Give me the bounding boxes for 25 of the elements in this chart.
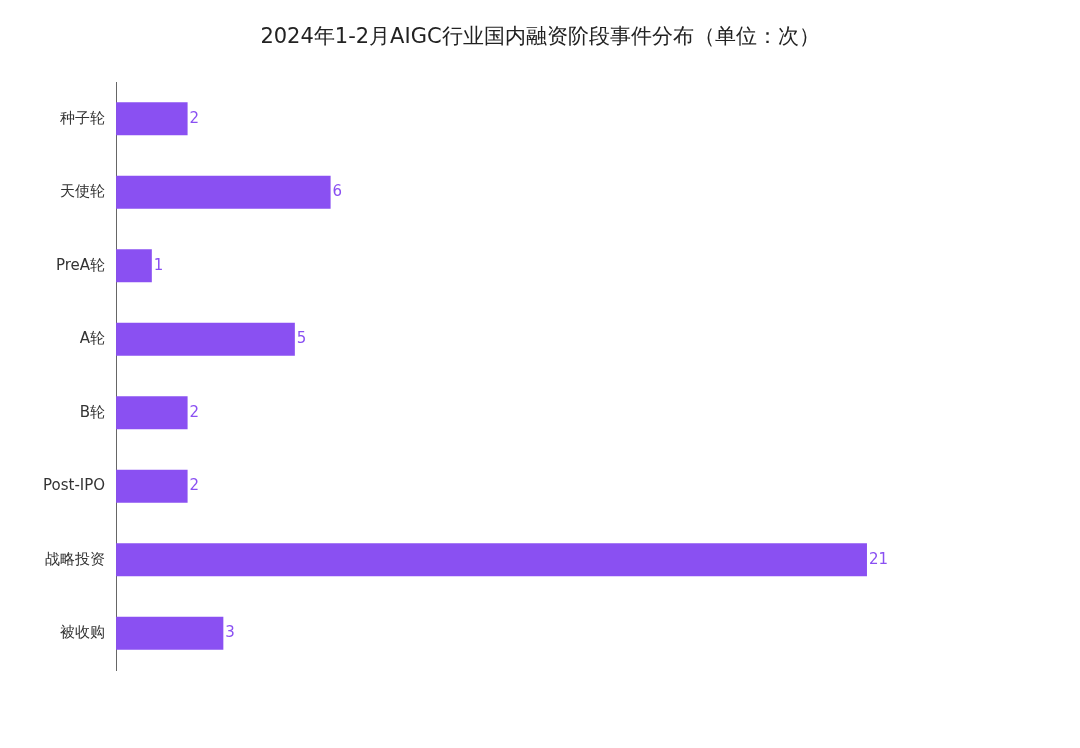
y-tick-label: 被收购 — [60, 623, 106, 642]
bar — [116, 469, 188, 503]
data-label: 6 — [332, 182, 343, 201]
y-tick-label: 种子轮 — [60, 108, 106, 127]
bar — [116, 396, 188, 430]
bar — [116, 616, 224, 650]
bar — [116, 543, 867, 577]
data-label: 1 — [153, 255, 164, 274]
data-label: 2 — [189, 108, 200, 127]
y-tick-label: PreA轮 — [55, 255, 106, 274]
data-label: 5 — [296, 329, 307, 348]
chart-title: 2024年1-2月AIGC行业国内融资阶段事件分布（单位：次） — [259, 23, 821, 50]
y-tick-label: A轮 — [79, 329, 106, 348]
data-label: 2 — [189, 476, 200, 495]
bar — [116, 175, 331, 209]
data-label: 21 — [868, 549, 889, 568]
y-tick-label: B轮 — [79, 402, 106, 421]
bar — [116, 102, 188, 136]
y-tick-label: 战略投资 — [45, 549, 106, 568]
data-label: 2 — [189, 402, 200, 421]
y-tick-label: 天使轮 — [60, 182, 106, 201]
data-label: 3 — [225, 623, 235, 642]
y-tick-label: Post-IPO — [42, 476, 106, 495]
bar — [116, 322, 295, 356]
bar — [116, 249, 152, 283]
